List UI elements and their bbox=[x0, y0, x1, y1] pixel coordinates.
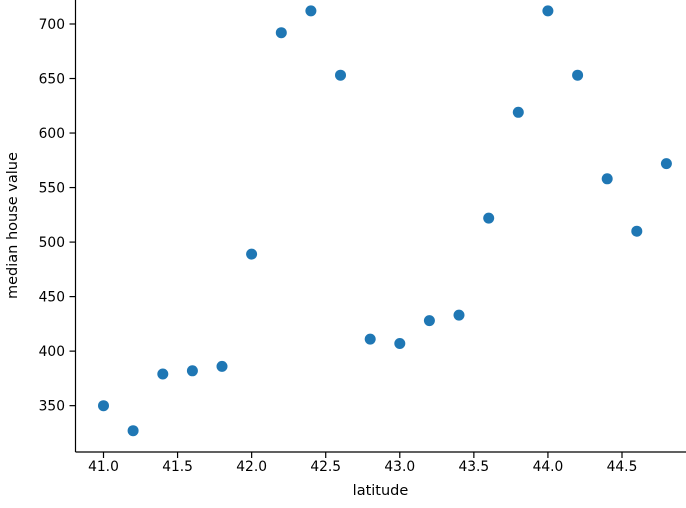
x-tick-label: 44.0 bbox=[533, 459, 564, 475]
data-point bbox=[127, 425, 139, 437]
y-tick-label: 700 bbox=[39, 17, 65, 33]
data-point bbox=[660, 158, 672, 170]
data-point bbox=[246, 248, 258, 260]
data-point bbox=[275, 27, 287, 39]
y-tick-label: 350 bbox=[39, 399, 65, 415]
data-point bbox=[186, 365, 198, 377]
data-point bbox=[364, 333, 376, 345]
y-tick-label: 500 bbox=[39, 235, 65, 251]
data-point bbox=[631, 225, 643, 237]
data-point bbox=[572, 69, 584, 81]
data-point bbox=[601, 173, 613, 185]
data-point bbox=[305, 5, 317, 17]
x-tick-label: 41.5 bbox=[162, 459, 193, 475]
data-point bbox=[394, 338, 406, 349]
x-tick-label: 44.5 bbox=[607, 459, 638, 475]
y-tick-label: 600 bbox=[39, 126, 65, 142]
data-point bbox=[453, 309, 465, 321]
y-tick-label: 550 bbox=[39, 181, 65, 197]
data-point bbox=[512, 106, 524, 118]
data-point bbox=[98, 400, 109, 412]
data-point bbox=[335, 69, 346, 81]
y-tick-label: 450 bbox=[39, 290, 65, 306]
y-tick-label: 400 bbox=[39, 344, 65, 360]
x-axis-label: latitude bbox=[352, 483, 409, 499]
y-axis-label: median house value bbox=[5, 152, 21, 300]
x-tick-label: 43.5 bbox=[458, 459, 489, 475]
data-point bbox=[423, 315, 435, 327]
data-point bbox=[157, 368, 169, 380]
x-tick-label: 42.0 bbox=[236, 459, 267, 475]
x-tick-label: 41.0 bbox=[88, 459, 119, 475]
data-point bbox=[483, 212, 495, 224]
data-point bbox=[216, 360, 228, 372]
x-tick-label: 43.0 bbox=[384, 459, 415, 475]
y-tick-label: 650 bbox=[39, 72, 65, 88]
data-point bbox=[542, 5, 554, 17]
x-tick-label: 42.5 bbox=[310, 459, 341, 475]
